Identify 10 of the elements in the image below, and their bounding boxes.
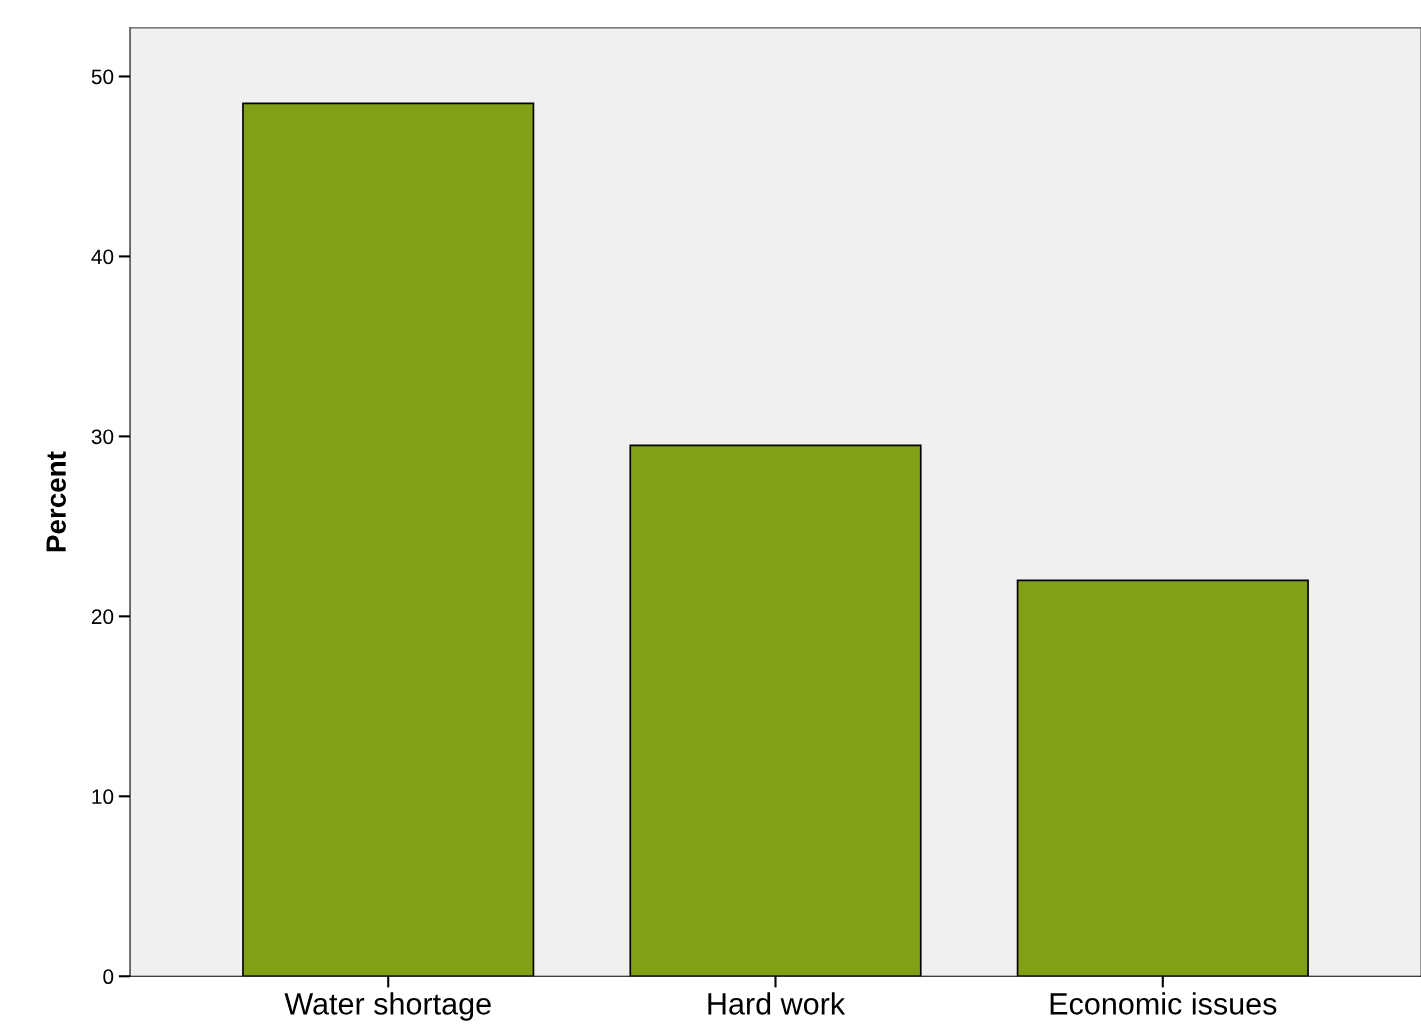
- y-tick-label: 0: [103, 969, 114, 985]
- y-tick-label: 30: [91, 429, 114, 445]
- x-tick-label: Economic issues: [1050, 992, 1277, 1015]
- y-axis-title: Percent: [46, 451, 66, 552]
- y-tick-label: 40: [91, 249, 114, 265]
- x-tick-label: Hard work: [708, 992, 846, 1015]
- x-tick-label: Water shortage: [284, 992, 491, 1021]
- y-tick-label: 50: [91, 69, 114, 85]
- y-tick-label: 20: [91, 609, 114, 625]
- y-tick-label: 10: [92, 789, 114, 805]
